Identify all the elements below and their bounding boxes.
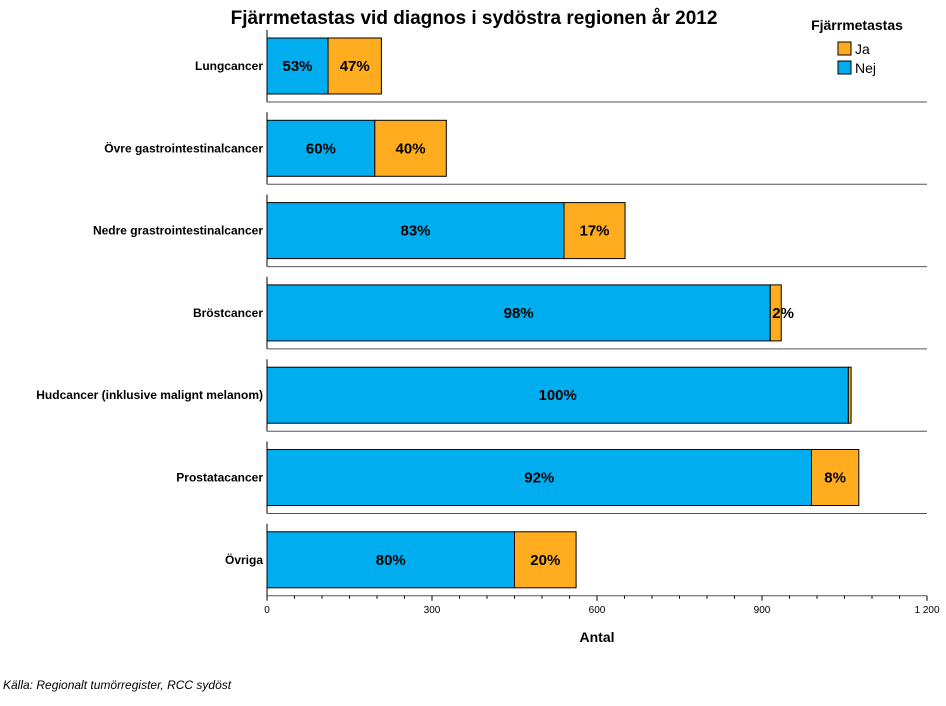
category-label: Bröstcancer	[193, 306, 263, 320]
x-tick-label: 300	[424, 605, 441, 616]
source-note: Källa: Regionalt tumörregister, RCC sydö…	[3, 678, 232, 692]
data-label: 80%	[376, 552, 406, 569]
chart-labels: Lungcancer 53% 47% Övre gastrointestinalcan…	[36, 58, 846, 569]
category-label: Övriga	[225, 552, 263, 567]
x-tick-label: 600	[589, 605, 606, 616]
data-label: 8%	[824, 470, 846, 487]
bar-segment-ja	[514, 531, 577, 589]
chart-title: Fjärrmetastas vid diagnos i sydöstra reg…	[231, 8, 718, 29]
data-label: 40%	[396, 140, 426, 157]
category-label: Lungcancer	[195, 59, 263, 73]
bar-segment-nej	[266, 366, 849, 424]
category-label: Hudcancer (inklusive malignt melanom)	[36, 388, 263, 402]
x-tick-label: 900	[754, 605, 771, 616]
x-axis-label: Antal	[580, 629, 615, 645]
data-label: 20%	[530, 552, 560, 569]
bar-segment-nej	[266, 449, 812, 506]
data-label: 47%	[340, 58, 370, 75]
bar-segment-ja	[769, 284, 782, 342]
category-label: Nedre grastrointestinalcancer	[93, 224, 263, 238]
x-tick-label: 1 200	[914, 605, 939, 616]
bar-segment-nej	[266, 284, 771, 342]
bar-segment-ja	[563, 202, 626, 260]
bar-segment-ja	[811, 449, 860, 506]
data-label: 92%	[524, 470, 554, 487]
bar-segment-nej	[266, 202, 565, 260]
legend-swatch	[837, 41, 852, 56]
category-label: Övre gastrointestinalcancer	[104, 140, 263, 155]
x-axis: 0 300 600 900 1 200	[264, 595, 940, 616]
legend-label: Ja	[855, 41, 870, 57]
data-label: 98%	[504, 305, 534, 322]
legend-label: Nej	[855, 60, 876, 76]
bar-segment-nej	[266, 531, 515, 589]
legend-swatch	[837, 60, 852, 75]
bar-segment-ja	[327, 37, 382, 95]
bar-segment-ja	[847, 366, 852, 424]
x-tick-label: 0	[264, 605, 270, 616]
chart-bars	[266, 37, 860, 589]
data-label: 2%	[772, 305, 794, 322]
legend-title: Fjärrmetastas	[811, 17, 903, 33]
legend: Fjärrmetastas Ja Nej	[811, 17, 903, 76]
data-label: 83%	[400, 223, 430, 240]
bar-segment-ja	[374, 119, 447, 177]
bar-segment-nej	[266, 119, 376, 177]
data-label: 100%	[538, 387, 576, 404]
data-label: 53%	[283, 58, 313, 75]
data-label: 60%	[306, 140, 336, 157]
data-label: 17%	[580, 223, 610, 240]
category-label: Prostatacancer	[176, 471, 263, 485]
